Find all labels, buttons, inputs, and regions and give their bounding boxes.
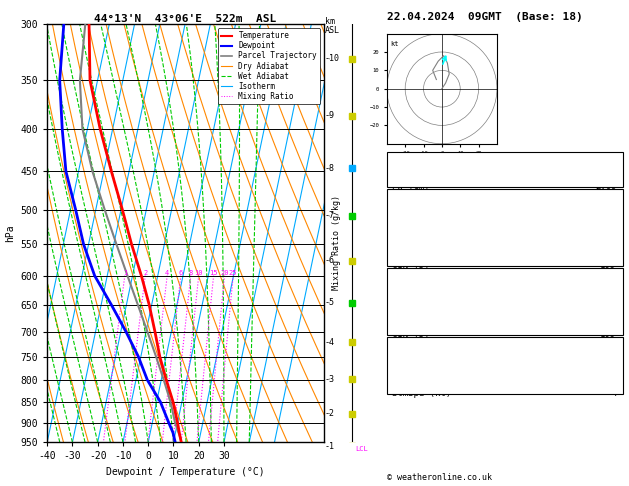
- Text: 109: 109: [600, 261, 616, 270]
- X-axis label: Dewpoint / Temperature (°C): Dewpoint / Temperature (°C): [106, 467, 265, 477]
- Text: Most Unstable: Most Unstable: [470, 277, 540, 286]
- Legend: Temperature, Dewpoint, Parcel Trajectory, Dry Adiabat, Wet Adiabat, Isotherm, Mi: Temperature, Dewpoint, Parcel Trajectory…: [218, 28, 320, 104]
- Text: 25: 25: [229, 270, 238, 276]
- Text: -3: -3: [325, 375, 335, 383]
- Text: 4: 4: [165, 270, 169, 276]
- Text: 10: 10: [194, 270, 203, 276]
- Text: 109: 109: [600, 330, 616, 339]
- Text: km
ASL: km ASL: [325, 17, 340, 35]
- Text: 8: 8: [189, 270, 193, 276]
- Text: 14: 14: [606, 367, 616, 376]
- Text: 48: 48: [606, 171, 616, 180]
- Text: kt: kt: [391, 41, 399, 47]
- Text: 15: 15: [209, 270, 218, 276]
- Text: θₑ(K): θₑ(K): [392, 229, 419, 238]
- Text: StmSpd (kt): StmSpd (kt): [392, 389, 451, 398]
- Text: 13.1: 13.1: [595, 208, 616, 217]
- Text: Lifted Index: Lifted Index: [392, 240, 457, 249]
- Text: Hodograph: Hodograph: [481, 346, 529, 355]
- Text: -4: -4: [325, 338, 335, 347]
- Text: LCL: LCL: [355, 446, 368, 451]
- Text: Surface: Surface: [486, 197, 523, 206]
- Text: -1: -1: [325, 442, 335, 451]
- Text: θₑ (K): θₑ (K): [392, 298, 424, 307]
- Text: StmDir: StmDir: [392, 378, 424, 387]
- Text: 314: 314: [600, 298, 616, 307]
- Text: 2: 2: [143, 270, 147, 276]
- Text: 4: 4: [611, 320, 616, 329]
- Y-axis label: hPa: hPa: [5, 225, 15, 242]
- Text: EH: EH: [392, 357, 403, 365]
- Text: 2: 2: [611, 240, 616, 249]
- Text: Dewp (°C): Dewp (°C): [392, 219, 440, 227]
- Text: Lifted Index: Lifted Index: [392, 309, 457, 318]
- Text: PW (cm): PW (cm): [392, 182, 430, 191]
- Text: 2: 2: [611, 309, 616, 318]
- Text: 20: 20: [220, 270, 229, 276]
- Text: 22.04.2024  09GMT  (Base: 18): 22.04.2024 09GMT (Base: 18): [387, 12, 582, 22]
- Text: 1: 1: [611, 357, 616, 365]
- Text: 205°: 205°: [595, 378, 616, 387]
- Text: -6: -6: [325, 256, 335, 265]
- Text: Pressure (mb): Pressure (mb): [392, 288, 462, 296]
- Text: 314: 314: [600, 229, 616, 238]
- Text: 1: 1: [123, 270, 127, 276]
- Text: 4: 4: [611, 389, 616, 398]
- Text: CIN (J): CIN (J): [392, 261, 430, 270]
- Title: 44°13'N  43°06'E  522m  ASL: 44°13'N 43°06'E 522m ASL: [94, 14, 277, 23]
- Text: -7: -7: [325, 211, 335, 221]
- Text: 956: 956: [600, 288, 616, 296]
- Text: -9: -9: [325, 111, 335, 120]
- Text: K: K: [392, 160, 398, 169]
- Text: 2.09: 2.09: [595, 182, 616, 191]
- Text: Totals Totals: Totals Totals: [392, 171, 462, 180]
- Text: -10: -10: [325, 54, 340, 63]
- Text: 4: 4: [611, 251, 616, 260]
- Text: -5: -5: [325, 298, 335, 308]
- Text: CAPE (J): CAPE (J): [392, 251, 435, 260]
- Text: -8: -8: [325, 164, 335, 173]
- Text: Temp (°C): Temp (°C): [392, 208, 440, 217]
- Text: 6: 6: [179, 270, 183, 276]
- Text: © weatheronline.co.uk: © weatheronline.co.uk: [387, 473, 492, 482]
- Text: 30: 30: [606, 160, 616, 169]
- Text: CAPE (J): CAPE (J): [392, 320, 435, 329]
- Text: -2: -2: [325, 409, 335, 418]
- Text: SREH: SREH: [392, 367, 413, 376]
- Text: 10.7: 10.7: [595, 219, 616, 227]
- Text: CIN (J): CIN (J): [392, 330, 430, 339]
- Text: Mixing Ratio (g/kg): Mixing Ratio (g/kg): [332, 195, 341, 291]
